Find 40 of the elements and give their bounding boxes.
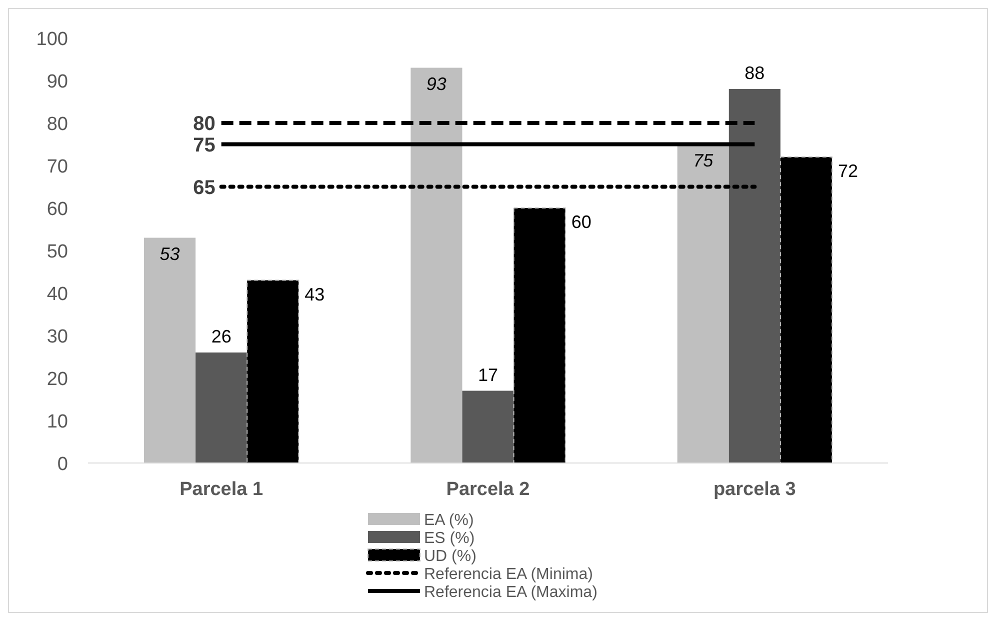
data-label: 72 — [838, 161, 858, 181]
y-tick-label: 0 — [57, 454, 68, 475]
legend-label: ES (%) — [424, 530, 475, 547]
bar — [410, 68, 462, 463]
data-label: 93 — [426, 74, 446, 94]
data-label: 65 — [193, 176, 216, 199]
y-tick-label: 90 — [46, 72, 68, 92]
bar — [513, 208, 566, 464]
data-label: 17 — [478, 364, 498, 385]
bar — [196, 352, 248, 463]
legend-label: UD (%) — [424, 548, 476, 565]
y-tick-label: 10 — [46, 412, 68, 432]
bar — [246, 280, 300, 464]
bar — [677, 144, 729, 463]
data-label: 80 — [193, 113, 216, 135]
y-tick-label: 50 — [46, 242, 68, 262]
x-tick-label: Parcela 2 — [446, 479, 530, 500]
data-label: 88 — [744, 63, 765, 83]
y-tick-label: 70 — [46, 156, 68, 178]
data-label: 75 — [693, 150, 714, 170]
y-tick-label: 30 — [46, 326, 68, 348]
legend-label: EA (%) — [424, 512, 474, 529]
data-label: 60 — [571, 212, 592, 232]
bar — [462, 390, 514, 463]
legend-label: Referencia EA (Minima) — [424, 566, 593, 583]
x-tick-label: parcela 3 — [713, 479, 796, 500]
bar — [144, 238, 196, 463]
data-label: 75 — [193, 134, 216, 156]
y-tick-label: 40 — [46, 284, 68, 305]
data-label: 43 — [304, 284, 325, 304]
y-tick-label: 100 — [36, 29, 68, 50]
bar — [728, 89, 780, 463]
bar — [780, 156, 832, 464]
legend-label: Referencia EA (Maxima) — [424, 584, 598, 601]
data-label: 26 — [211, 326, 232, 346]
y-tick-label: 80 — [46, 114, 68, 135]
data-label: 53 — [160, 244, 180, 264]
y-tick-label: 60 — [46, 199, 68, 220]
y-tick-label: 20 — [46, 369, 68, 390]
x-tick-label: Parcela 1 — [180, 479, 264, 500]
